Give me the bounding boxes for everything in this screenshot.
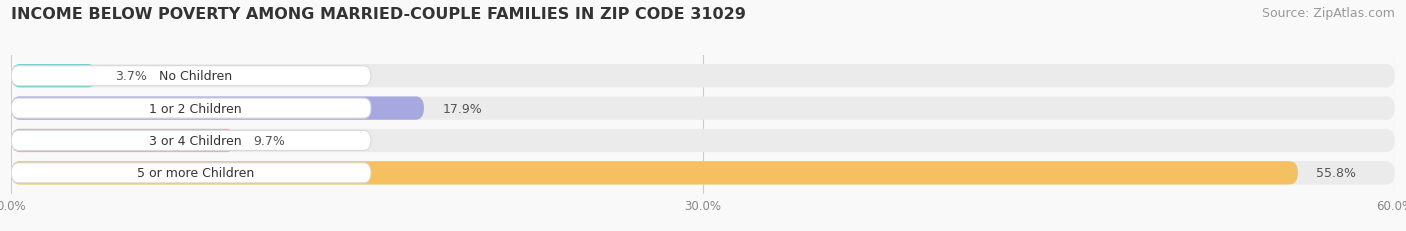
- FancyBboxPatch shape: [11, 65, 97, 88]
- Text: 1 or 2 Children: 1 or 2 Children: [149, 102, 242, 115]
- FancyBboxPatch shape: [11, 65, 1395, 88]
- FancyBboxPatch shape: [11, 161, 1298, 185]
- Text: 3.7%: 3.7%: [115, 70, 146, 83]
- FancyBboxPatch shape: [11, 161, 1395, 185]
- FancyBboxPatch shape: [11, 129, 235, 152]
- Text: 9.7%: 9.7%: [253, 134, 285, 147]
- FancyBboxPatch shape: [11, 129, 1395, 152]
- FancyBboxPatch shape: [11, 97, 1395, 120]
- Text: 55.8%: 55.8%: [1316, 167, 1357, 179]
- FancyBboxPatch shape: [11, 66, 371, 86]
- FancyBboxPatch shape: [11, 99, 371, 119]
- Text: No Children: No Children: [159, 70, 232, 83]
- Text: Source: ZipAtlas.com: Source: ZipAtlas.com: [1261, 7, 1395, 20]
- FancyBboxPatch shape: [11, 131, 371, 151]
- FancyBboxPatch shape: [11, 163, 371, 183]
- Text: INCOME BELOW POVERTY AMONG MARRIED-COUPLE FAMILIES IN ZIP CODE 31029: INCOME BELOW POVERTY AMONG MARRIED-COUPL…: [11, 7, 747, 22]
- Text: 17.9%: 17.9%: [443, 102, 482, 115]
- FancyBboxPatch shape: [11, 97, 425, 120]
- Text: 5 or more Children: 5 or more Children: [136, 167, 254, 179]
- Text: 3 or 4 Children: 3 or 4 Children: [149, 134, 242, 147]
